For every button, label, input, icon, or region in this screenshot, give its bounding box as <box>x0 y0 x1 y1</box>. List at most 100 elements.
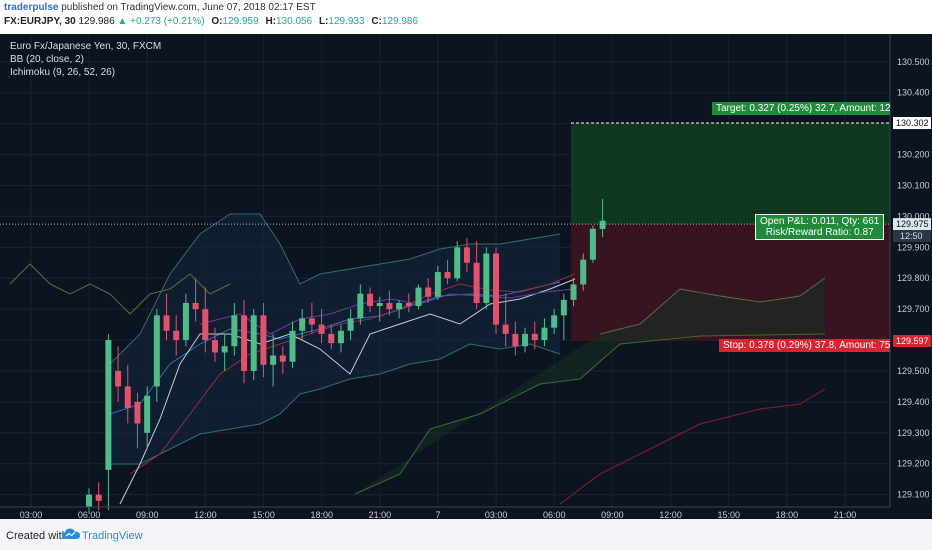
candle-body <box>444 272 451 279</box>
candle-body <box>308 318 315 325</box>
x-tick-label: 09:00 <box>601 510 624 519</box>
candle-body <box>434 272 441 297</box>
candle-body <box>589 228 596 260</box>
candle-body <box>221 346 228 353</box>
candle-body <box>289 330 296 362</box>
y-tick-label: 130.000 <box>897 211 930 221</box>
x-tick-label: 7 <box>435 510 440 519</box>
legend-ichimoku[interactable]: Ichimoku (9, 26, 52, 26) <box>10 67 116 78</box>
candle-body <box>124 386 131 409</box>
candle-body <box>182 302 189 341</box>
y-tick-label: 130.200 <box>897 150 930 160</box>
candle-body <box>299 318 306 331</box>
created-with-text: Created with <box>6 530 68 542</box>
open-value: 129.959 <box>222 16 259 27</box>
candle-body <box>347 318 354 331</box>
close-label: C: <box>371 16 382 27</box>
pnl-label[interactable]: Open P&L: 0.011, Qty: 661 Risk/Reward Ra… <box>755 214 885 240</box>
senkou-span-a <box>599 277 826 335</box>
x-tick-label: 21:00 <box>834 510 857 519</box>
x-tick-label: 06:00 <box>543 510 566 519</box>
candle-body <box>415 287 422 307</box>
open-pnl-text: Open P&L: 0.011, Qty: 661 <box>760 216 880 227</box>
y-tick-label: 129.300 <box>897 428 930 438</box>
high-value: 130.056 <box>276 16 313 27</box>
candles <box>86 199 606 514</box>
candle-body <box>250 315 257 371</box>
candle-body <box>454 247 461 279</box>
stop-price-tag-bg <box>893 334 931 347</box>
target-price-tag-bg <box>893 117 931 130</box>
candle-body <box>425 287 432 297</box>
target-price-tag: 130.302 <box>896 118 929 128</box>
candle-body <box>599 220 606 230</box>
footer: Created with TradingView <box>0 519 932 550</box>
chikou-span <box>9 263 231 315</box>
candle-body <box>211 340 218 353</box>
bb-extra <box>199 288 576 335</box>
lagging-red-line <box>559 388 826 505</box>
candle-body <box>531 333 538 341</box>
candle-body <box>105 340 112 470</box>
candle-body <box>144 395 151 433</box>
y-tick-label: 130.100 <box>897 180 930 190</box>
publish-text: published on TradingView.com, June 07, 2… <box>61 2 316 13</box>
x-axis: 03:00 06:00 09:00 12:00 15:00 18:00 21:00 7 03:0… <box>20 510 857 520</box>
countdown-tag: 12:50 <box>900 231 923 241</box>
ohlc-quote: FX:EURJPY, 30 129.986 ▲ +0.273 (+0.21%) … <box>4 16 418 27</box>
x-tick-label: 09:00 <box>136 510 159 519</box>
tradingview-logo-icon <box>62 528 80 539</box>
kijun-sen <box>129 273 576 475</box>
y-tick-label: 129.900 <box>897 242 930 252</box>
candle-body <box>473 262 480 303</box>
close-value: 129.986 <box>381 16 419 27</box>
candle-body <box>463 247 470 263</box>
candle-body <box>270 355 277 365</box>
candle-body <box>502 324 509 334</box>
y-tick-label: 130.400 <box>897 88 930 98</box>
candle-body <box>580 259 587 285</box>
x-tick-label: 18:00 <box>310 510 333 519</box>
ichimoku-cloud <box>355 278 825 494</box>
candle-body <box>570 284 577 300</box>
x-tick-label: 06:00 <box>78 510 101 519</box>
publish-info: traderpulse published on TradingView.com… <box>4 2 316 13</box>
x-tick-label: 18:00 <box>776 510 799 519</box>
chart-header: traderpulse published on TradingView.com… <box>0 0 932 34</box>
y-tick-label: 129.700 <box>897 304 930 314</box>
risk-reward-text: Risk/Reward Ratio: 0.87 <box>765 227 874 238</box>
low-value: 129.933 <box>328 16 365 27</box>
candle-body <box>95 494 102 501</box>
x-tick-label: 21:00 <box>369 510 392 519</box>
candle-body <box>115 370 122 387</box>
y-tick-label: 129.800 <box>897 273 930 283</box>
target-label[interactable]: Target: 0.327 (0.25%) 32.7, Amount: 12 <box>712 102 890 115</box>
candle-body <box>153 315 160 387</box>
candle-body <box>386 302 393 310</box>
legend-bb[interactable]: BB (20, close, 2) <box>10 54 84 65</box>
x-tick-label: 03:00 <box>485 510 508 519</box>
chart-area[interactable]: 130.500130.400130.300130.200130.100130.0… <box>0 34 932 520</box>
candle-body <box>231 315 238 347</box>
price-scale[interactable] <box>890 34 932 519</box>
price-levels <box>0 122 890 225</box>
candle-body <box>376 302 383 307</box>
tradingview-brand[interactable]: TradingView <box>82 530 143 542</box>
x-tick-label: 15:00 <box>252 510 275 519</box>
low-label: L: <box>318 16 329 27</box>
x-tick-label: 12:00 <box>659 510 682 519</box>
countdown-bg <box>893 230 931 243</box>
price-change: ▲ +0.273 (+0.21%) <box>117 16 205 27</box>
open-label: O: <box>211 16 223 27</box>
symbol-label: FX:EURJPY, 30 <box>4 16 76 27</box>
target-zone <box>571 123 890 225</box>
candle-body <box>405 302 412 307</box>
author-link[interactable]: traderpulse <box>4 2 59 13</box>
candle-body <box>192 302 199 310</box>
stop-label[interactable]: Stop: 0.378 (0.29%) 37.8, Amount: 75 <box>719 339 890 352</box>
candle-body <box>396 302 403 310</box>
candle-body <box>337 330 344 344</box>
y-tick-label: 129.200 <box>897 459 930 469</box>
high-label: H: <box>265 16 276 27</box>
candle-body <box>551 315 558 328</box>
